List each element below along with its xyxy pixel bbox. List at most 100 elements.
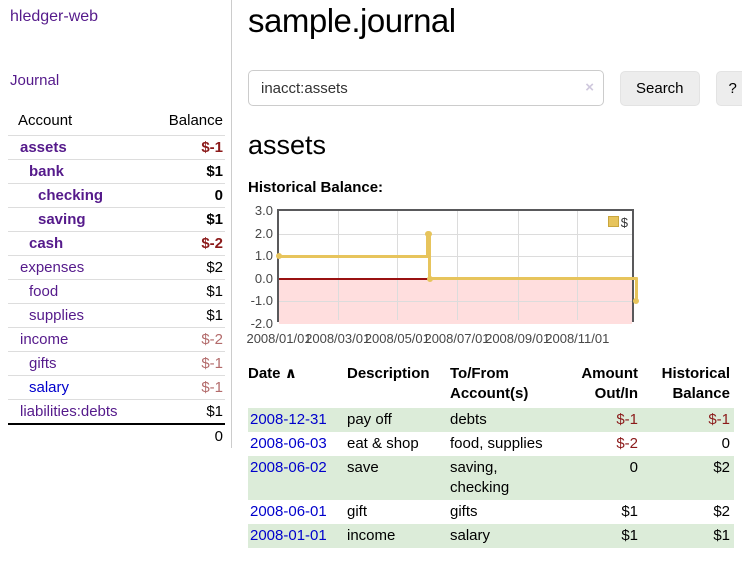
- sort-ascending-icon: ∧: [284, 365, 297, 382]
- register-header-date[interactable]: Date ∧: [248, 362, 347, 408]
- sidebar-item-journal[interactable]: Journal: [10, 72, 60, 89]
- gridline-vertical: [577, 211, 579, 320]
- clear-search-icon[interactable]: ×: [585, 79, 594, 96]
- account-row: cash $-2: [8, 231, 225, 256]
- gridline-vertical: [517, 211, 519, 320]
- account-balance: $1: [151, 279, 225, 304]
- app-brand-link[interactable]: hledger-web: [10, 8, 99, 25]
- account-row: supplies $1: [8, 303, 225, 328]
- gridline-horizontal: [279, 256, 632, 258]
- amount-header-line2: Out/In: [594, 385, 638, 402]
- x-axis-tick-label: 2008/11/01: [545, 331, 610, 346]
- transaction-description: gift: [347, 503, 368, 520]
- balance-header-line1: Historical: [661, 365, 730, 382]
- page-title: sample.journal: [248, 2, 456, 39]
- account-link-saving[interactable]: saving: [38, 211, 86, 228]
- y-axis-tick-label: -1.0: [250, 293, 273, 309]
- account-row: food $1: [8, 279, 225, 304]
- search-input[interactable]: [248, 70, 604, 106]
- transaction-balance: 0: [721, 435, 730, 452]
- x-axis-tick-label: 2008/09/01: [485, 331, 551, 346]
- transaction-date-link[interactable]: 2008-06-02: [250, 459, 327, 476]
- gridline-horizontal: [279, 233, 632, 235]
- account-row: expenses $2: [8, 255, 225, 280]
- chart-legend: $: [607, 215, 628, 230]
- register-header-amount: Amount Out/In: [562, 362, 642, 408]
- y-axis-tick-label: 1.0: [254, 248, 273, 264]
- accounts-header-line1: To/From: [450, 365, 509, 382]
- gridline-vertical: [457, 211, 458, 320]
- account-row: bank $1: [8, 159, 225, 184]
- account-balance: $1: [151, 399, 225, 424]
- accounts-header-account: Account: [18, 112, 73, 129]
- x-axis-tick-label: 2008/01/01: [246, 331, 312, 346]
- transaction-balance: $2: [642, 456, 734, 500]
- chart-data-marker: [633, 298, 639, 305]
- account-balance: $-1: [151, 135, 225, 160]
- balance-header-line2: Balance: [672, 385, 730, 402]
- transaction-amount: $1: [562, 524, 642, 548]
- app-layout: hledger-web Journal Account Balance asse…: [8, 0, 742, 548]
- transaction-amount: $-1: [562, 408, 642, 432]
- register-row: 2008-06-01 gift gifts $1 $2: [248, 500, 734, 524]
- transaction-amount: 0: [562, 456, 642, 500]
- transaction-description: eat & shop: [347, 435, 419, 452]
- register-row: 2008-06-03 eat & shop food, supplies $-2…: [248, 432, 734, 456]
- transaction-description: income: [347, 524, 450, 548]
- date-header-label: Date: [248, 365, 281, 382]
- account-link-bank[interactable]: bank: [29, 163, 65, 180]
- historical-balance-chart: $ 3.0 2.0 1.0 0.0 -1.0 -2.0 2008/01/01 2008/03/…: [246, 204, 648, 346]
- register-table: Date ∧ Description To/From Account(s) Amo…: [248, 362, 734, 548]
- transaction-balance: $1: [642, 524, 734, 548]
- account-row: assets $-1: [8, 135, 225, 160]
- chart-data-marker: [425, 230, 432, 237]
- transaction-amount: $1: [621, 503, 638, 520]
- account-link-checking[interactable]: checking: [38, 187, 104, 204]
- help-button[interactable]: ?: [715, 70, 742, 106]
- account-link-supplies[interactable]: supplies: [29, 307, 85, 324]
- chart-line-segment: [634, 277, 638, 303]
- series-swatch-icon: [607, 216, 619, 227]
- account-link-assets[interactable]: assets: [20, 139, 67, 156]
- y-axis-tick-label: -2.0: [250, 316, 273, 331]
- account-link-salary[interactable]: salary: [29, 379, 70, 396]
- register-header-accounts: To/From Account(s): [450, 362, 562, 408]
- account-row: liabilities:debts $1: [8, 399, 225, 424]
- accounts-table: Account Balance assets $-1 bank $1 check…: [8, 110, 225, 448]
- transaction-date-link[interactable]: 2008-06-01: [250, 503, 327, 520]
- chart-data-marker: [426, 275, 433, 282]
- accounts-total-row: 0: [8, 423, 225, 448]
- transaction-accounts: saving, checking: [450, 456, 562, 500]
- account-row: checking 0: [8, 183, 225, 208]
- account-row: salary $-1: [8, 375, 225, 400]
- account-link-food[interactable]: food: [29, 283, 59, 300]
- transaction-balance: $-1: [642, 408, 734, 432]
- transaction-date-link[interactable]: 2008-06-03: [250, 435, 327, 452]
- account-link-liabilities-debts[interactable]: liabilities:debts: [20, 403, 118, 420]
- gridline-vertical: [397, 211, 399, 320]
- account-balance: 0: [151, 183, 225, 208]
- search-field-wrap: ×: [248, 70, 604, 106]
- main-content: sample.journal × Search ? assets Histori…: [232, 0, 742, 548]
- account-row: income $-2: [8, 327, 225, 352]
- search-button[interactable]: Search: [620, 70, 700, 106]
- transaction-date-link[interactable]: 2008-12-31: [250, 411, 327, 428]
- chart-line-segment: [426, 232, 430, 258]
- transaction-date-link[interactable]: 2008-01-01: [250, 527, 327, 544]
- account-link-cash[interactable]: cash: [29, 235, 64, 252]
- gridline-vertical: [337, 211, 339, 320]
- x-axis-tick-label: 2008/07/01: [424, 331, 490, 346]
- account-link-gifts[interactable]: gifts: [29, 355, 57, 372]
- account-link-income[interactable]: income: [20, 331, 69, 348]
- transaction-amount: $-2: [616, 435, 638, 452]
- transaction-balance: $2: [713, 503, 730, 520]
- transaction-accounts: food, supplies: [450, 435, 543, 452]
- transaction-accounts: debts: [450, 408, 562, 432]
- account-link-expenses[interactable]: expenses: [20, 259, 85, 276]
- series-label: $: [620, 215, 628, 230]
- search-form: × Search ?: [248, 70, 742, 106]
- accounts-header-line2: Account(s): [450, 385, 529, 402]
- account-row: saving $1: [8, 207, 225, 232]
- y-axis-tick-label: 0.0: [254, 270, 273, 286]
- register-row: 2008-12-31 pay off debts $-1 $-1: [248, 408, 734, 432]
